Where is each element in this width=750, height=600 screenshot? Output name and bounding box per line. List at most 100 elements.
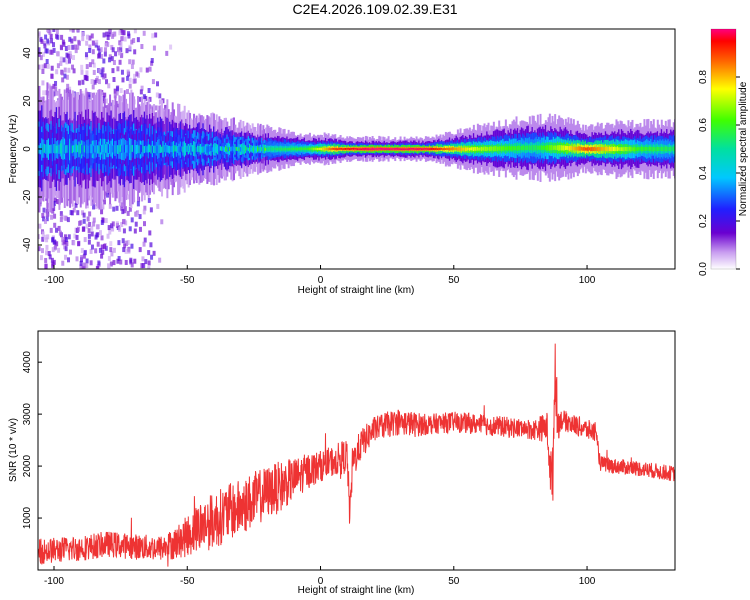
noise-cell: [56, 63, 60, 69]
ridge-cell: [54, 144, 57, 154]
noise-cell: [85, 203, 89, 209]
y-tick-label: 1000: [22, 506, 33, 529]
ridge-cell: [58, 144, 61, 154]
noise-cell: [45, 48, 49, 54]
ridge-cell: [575, 146, 578, 151]
ridge-cell: [402, 148, 405, 151]
noise-cell: [112, 59, 116, 65]
ridge-cell: [392, 148, 395, 150]
noise-cell: [107, 265, 111, 269]
ridge-cell: [343, 148, 346, 150]
ridge-cell: [567, 146, 570, 151]
ridge-cell: [367, 148, 370, 151]
noise-cell: [93, 79, 97, 85]
ridge-cell: [182, 146, 185, 153]
x-tick-label: 100: [579, 275, 596, 286]
ridge-cell: [362, 147, 365, 150]
ridge-cell: [330, 147, 333, 151]
noise-cell: [142, 263, 146, 269]
ridge-cell: [138, 145, 141, 154]
noise-cell: [42, 216, 46, 222]
noise-cell: [150, 58, 154, 64]
noise-cell: [123, 243, 127, 249]
ridge-cell: [468, 147, 471, 151]
ridge-cell: [623, 146, 626, 152]
ridge-cell: [139, 144, 142, 155]
snr-x-label: Height of straight line (km): [298, 585, 415, 596]
noise-cell: [110, 251, 114, 257]
ridge-cell: [650, 147, 653, 151]
ridge-cell: [435, 147, 438, 150]
noise-cell: [148, 230, 152, 236]
ridge-cell: [360, 148, 363, 151]
ridge-cell: [131, 145, 134, 152]
ridge-cell: [336, 148, 339, 151]
noise-cell: [90, 33, 94, 39]
noise-cell: [38, 246, 41, 252]
ridge-cell: [43, 143, 46, 153]
noise-cell: [123, 240, 127, 246]
ridge-cell: [507, 146, 510, 151]
noise-cell: [39, 36, 43, 42]
noise-cell: [139, 89, 143, 95]
ridge-cell: [364, 147, 367, 150]
noise-cell: [147, 88, 151, 94]
ridge-cell: [634, 146, 637, 152]
ridge-cell: [97, 145, 100, 154]
noise-cell: [90, 231, 94, 237]
ridge-cell: [246, 146, 249, 151]
ridge-cell: [547, 145, 550, 151]
ridge-cell: [632, 147, 635, 151]
noise-cell: [76, 226, 80, 232]
ridge-cell: [53, 144, 56, 154]
ridge-cell: [162, 145, 165, 153]
ridge-cell: [451, 147, 454, 151]
noise-cell: [125, 48, 129, 54]
ridge-cell: [119, 144, 122, 152]
ridge-cell: [424, 148, 427, 150]
ridge-cell: [610, 147, 613, 152]
noise-cell: [67, 234, 71, 240]
noise-cell: [66, 217, 70, 223]
noise-cell: [83, 74, 87, 80]
noise-cell: [38, 31, 41, 37]
noise-cell: [55, 241, 59, 247]
noise-cell: [85, 263, 89, 269]
ridge-cell: [109, 143, 112, 154]
noise-cell: [103, 51, 107, 57]
noise-cell: [119, 42, 123, 48]
ridge-cell: [447, 147, 450, 151]
ridge-cell: [137, 144, 140, 154]
ridge-cell: [482, 147, 485, 151]
noise-cell: [61, 236, 65, 242]
noise-cell: [106, 35, 110, 41]
ridge-cell: [334, 147, 337, 150]
noise-cell: [132, 38, 136, 44]
x-tick-label: 50: [448, 275, 460, 286]
noise-cell: [148, 96, 152, 102]
noise-cell: [45, 59, 49, 65]
ridge-cell: [350, 147, 353, 150]
ridge-cell: [67, 144, 70, 153]
ridge-cell: [534, 145, 537, 151]
ridge-cell: [222, 146, 225, 151]
ridge-cell: [254, 146, 257, 151]
noise-cell: [108, 229, 112, 235]
noise-cell: [106, 233, 110, 239]
ridge-cell: [352, 147, 355, 150]
noise-cell: [51, 263, 55, 269]
noise-cell: [160, 219, 164, 225]
noise-cell: [109, 261, 113, 267]
ridge-cell: [568, 146, 571, 151]
ridge-cell: [179, 146, 182, 153]
ridge-cell: [666, 146, 669, 152]
ridge-cell: [323, 147, 326, 151]
ridge-cell: [203, 146, 206, 153]
ridge-cell: [169, 145, 172, 154]
ridge-cell: [42, 145, 45, 154]
ridge-cell: [518, 145, 521, 151]
noise-cell: [120, 205, 124, 211]
ridge-cell: [344, 148, 347, 150]
ridge-cell: [520, 146, 523, 151]
ridge-cell: [314, 147, 317, 150]
